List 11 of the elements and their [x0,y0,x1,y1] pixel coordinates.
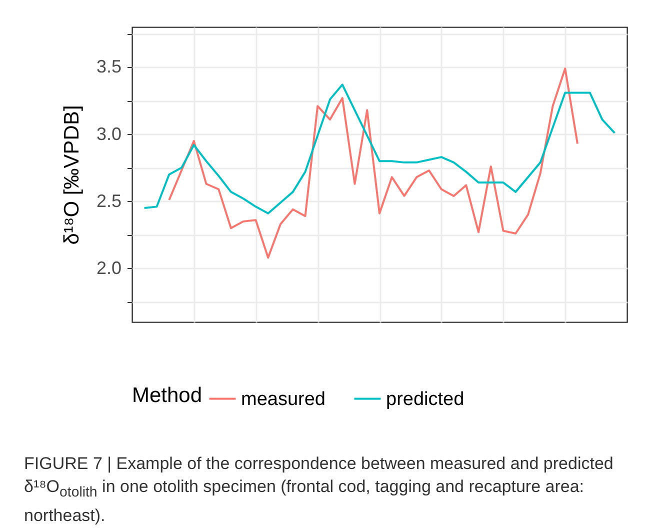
legend-label: predicted [386,388,464,410]
y-tick-label: 2.0 [96,258,122,278]
y-tick-label: 2.5 [96,190,122,211]
caption: FIGURE 7 | Example of the correspondence between measured and predicted δ¹⁸O$_{otolith}$ in one otolith specimen (frontal cod, tagging and recapture area: northeast). [24,453,614,528]
y-tick-label: 3.5 [96,56,122,77]
y-axis-title: δ¹⁸O [‰VPDB] [60,105,84,245]
legend-label: measured [241,388,326,410]
line-series [143,84,616,214]
line-series [168,68,578,259]
legend-title: Method [132,384,202,407]
y-tick-label: 3.0 [96,124,122,144]
